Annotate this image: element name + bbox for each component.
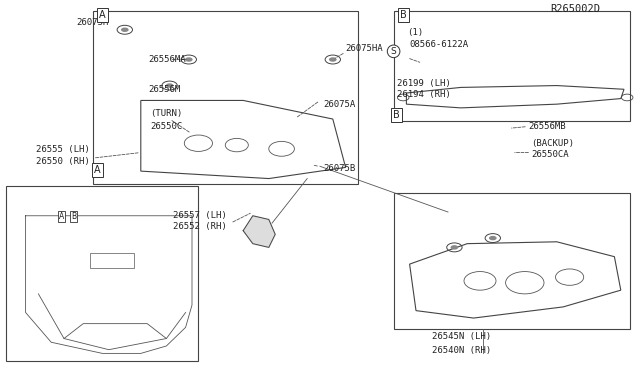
Text: R265002D: R265002D [550, 4, 600, 14]
Text: 26556MA: 26556MA [148, 55, 186, 64]
Text: A: A [94, 165, 100, 174]
Circle shape [451, 245, 458, 250]
Text: S: S [391, 47, 396, 56]
Text: (BACKUP): (BACKUP) [531, 139, 574, 148]
Text: 26552 (RH): 26552 (RH) [173, 222, 227, 231]
Bar [394, 11, 630, 121]
Bar [93, 11, 358, 184]
Bar [394, 193, 630, 329]
Text: 26075B: 26075B [323, 164, 355, 173]
Circle shape [121, 28, 129, 32]
Text: 26545N (LH): 26545N (LH) [432, 332, 491, 341]
Text: 26550CA: 26550CA [531, 150, 569, 159]
Text: A: A [99, 10, 106, 20]
Text: 26075A: 26075A [323, 100, 355, 109]
Text: 26199 (LH): 26199 (LH) [397, 79, 451, 88]
Text: 26557 (LH): 26557 (LH) [173, 211, 227, 220]
Text: B: B [394, 110, 400, 120]
Text: (TURN): (TURN) [150, 109, 182, 118]
Text: B: B [400, 10, 406, 20]
Text: 26555 (LH): 26555 (LH) [36, 145, 90, 154]
Text: 26550C: 26550C [150, 122, 182, 131]
Bar [6, 186, 198, 361]
Circle shape [489, 236, 497, 240]
Text: 08566-6122A: 08566-6122A [410, 40, 468, 49]
Bar [90, 253, 134, 268]
Text: B: B [71, 212, 76, 221]
Text: (1): (1) [407, 28, 423, 37]
Text: 26540N (RH): 26540N (RH) [432, 346, 491, 355]
Circle shape [185, 57, 193, 62]
Text: 26075HA: 26075HA [346, 44, 383, 53]
Text: 26556MB: 26556MB [528, 122, 566, 131]
Text: 26073H: 26073H [77, 18, 109, 27]
Text: 26194 (RH): 26194 (RH) [397, 90, 451, 99]
Polygon shape [243, 216, 275, 247]
Circle shape [166, 83, 173, 88]
Text: 26556M: 26556M [148, 85, 180, 94]
Text: A: A [59, 212, 64, 221]
Text: 26550 (RH): 26550 (RH) [36, 157, 90, 166]
Circle shape [329, 57, 337, 62]
